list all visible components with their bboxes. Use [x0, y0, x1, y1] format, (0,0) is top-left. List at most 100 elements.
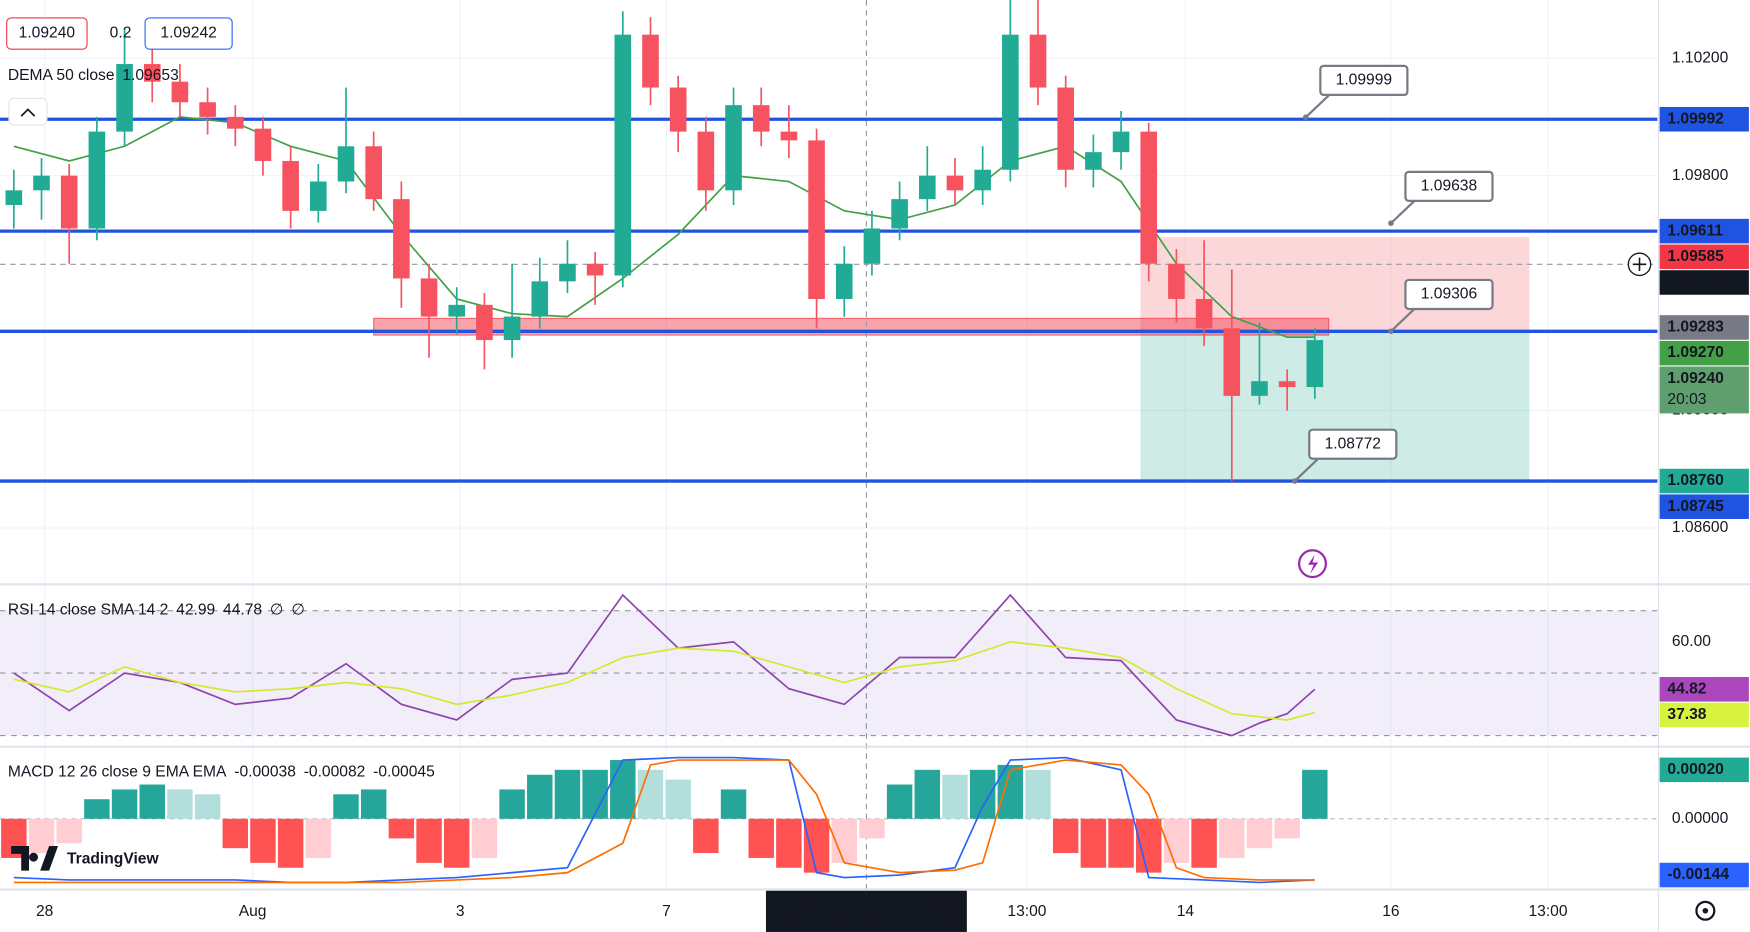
alert-icon[interactable]	[1297, 549, 1328, 579]
x-tick-label: 13:00	[1007, 903, 1046, 920]
histogram-bar	[167, 789, 193, 819]
candle-body	[143, 64, 161, 82]
price-label-bg	[1659, 244, 1749, 270]
crosshair-x-bg	[765, 890, 967, 932]
price-label-bg	[1659, 106, 1749, 132]
candle-body	[752, 105, 770, 132]
callout-anchor	[1303, 114, 1309, 120]
candle-body	[60, 175, 78, 229]
callout-anchor	[1388, 220, 1394, 226]
price-label-bg	[1659, 366, 1749, 414]
histogram-bar	[1080, 818, 1107, 868]
candle-body	[1278, 381, 1296, 388]
candle-body	[282, 160, 299, 211]
crosshair-time: 23:00	[913, 903, 952, 920]
candle-body	[725, 105, 742, 191]
candle-body	[310, 181, 327, 211]
candle-body	[1112, 131, 1130, 153]
callout-pointer	[1390, 308, 1416, 333]
legend-text: -0.00045	[373, 763, 435, 780]
histogram-bar	[637, 769, 664, 819]
y-tick-label: 1.09800	[1672, 167, 1729, 184]
collapse-button[interactable]	[8, 97, 48, 126]
legend-text: 1.09653	[122, 67, 178, 84]
callout-anchor	[1388, 328, 1394, 335]
candle-body	[1168, 263, 1185, 299]
y-tick-label: 0.00000	[1672, 810, 1729, 827]
candle-body	[1029, 34, 1047, 88]
candle-body	[116, 64, 133, 132]
spread: 0.2	[110, 25, 132, 42]
legend-text: DEMA 50 close	[8, 67, 115, 84]
price-label-bg	[1659, 315, 1749, 340]
histogram-bar	[1274, 818, 1300, 839]
histogram-bar	[1246, 818, 1273, 849]
callout-label: 1.09638	[1421, 178, 1477, 195]
histogram-bar	[693, 818, 719, 854]
logo-mark	[11, 846, 59, 871]
candle-body	[835, 263, 853, 299]
candle-body	[669, 87, 687, 132]
price-label: 1.09270	[1667, 344, 1724, 361]
candle-body	[1223, 328, 1241, 396]
histogram-bar	[305, 818, 332, 858]
candle-body	[891, 199, 908, 229]
candle-body	[642, 34, 659, 88]
ask-price: 1.09242	[160, 25, 216, 42]
candle-body	[476, 304, 493, 341]
macd-line	[13, 759, 1315, 884]
price-label: 1.09498	[1667, 274, 1724, 291]
candle-body	[559, 263, 576, 282]
settings-button[interactable]	[1695, 900, 1716, 921]
price-label-bg	[1659, 862, 1749, 888]
histogram-bar	[554, 769, 581, 819]
candle-body	[918, 175, 936, 200]
x-tick-label: Aug	[239, 903, 267, 920]
price-label-bg	[1659, 218, 1749, 244]
x-tick-label: 14	[1177, 903, 1195, 920]
histogram-bar	[610, 760, 636, 819]
histogram-bar	[471, 818, 498, 858]
histogram-bar	[111, 789, 138, 819]
candle-body	[1306, 340, 1324, 388]
histogram-bar	[277, 818, 304, 868]
histogram-bar	[803, 818, 830, 873]
histogram-bar	[997, 764, 1024, 819]
candle-body	[586, 263, 604, 276]
histogram-bar	[56, 818, 82, 844]
bid-box[interactable]	[6, 17, 88, 50]
candle-body	[614, 34, 632, 276]
macd-line	[13, 756, 1315, 884]
legend-text: ∅	[270, 602, 284, 619]
bolt	[1308, 554, 1319, 574]
callout-box	[1308, 428, 1398, 460]
price-label: -0.00144	[1667, 866, 1729, 883]
histogram-bar	[1219, 818, 1245, 858]
price-label: 1.09992	[1667, 110, 1724, 127]
candle-body	[863, 228, 881, 264]
x-tick-label: 7	[662, 903, 671, 920]
y-tick-label: 60.00	[1672, 633, 1711, 650]
price-label: 1.09240	[1667, 370, 1724, 387]
histogram-bar	[333, 794, 359, 819]
logo-text: TradingView	[67, 851, 160, 868]
candle-body	[780, 131, 798, 141]
histogram-bar	[250, 818, 276, 863]
histogram-bar	[139, 784, 165, 819]
candle-body	[503, 316, 521, 341]
ask-box[interactable]	[144, 17, 233, 50]
histogram-bar	[1191, 818, 1217, 868]
legend-text: MACD 12 26 close 9 EMA EMA	[8, 763, 227, 780]
candle-body	[199, 102, 216, 117]
legend-text: RSI 14 close SMA 14 2	[8, 602, 169, 619]
candle-body	[531, 281, 549, 317]
candle-body	[420, 278, 438, 317]
candle-body	[226, 116, 244, 129]
candle-body	[1085, 152, 1102, 170]
candle-body	[697, 131, 715, 191]
candle-body	[1251, 381, 1268, 396]
callout-pointer	[1293, 457, 1319, 482]
histogram-bar	[499, 789, 525, 819]
plus-icon	[1632, 257, 1647, 272]
